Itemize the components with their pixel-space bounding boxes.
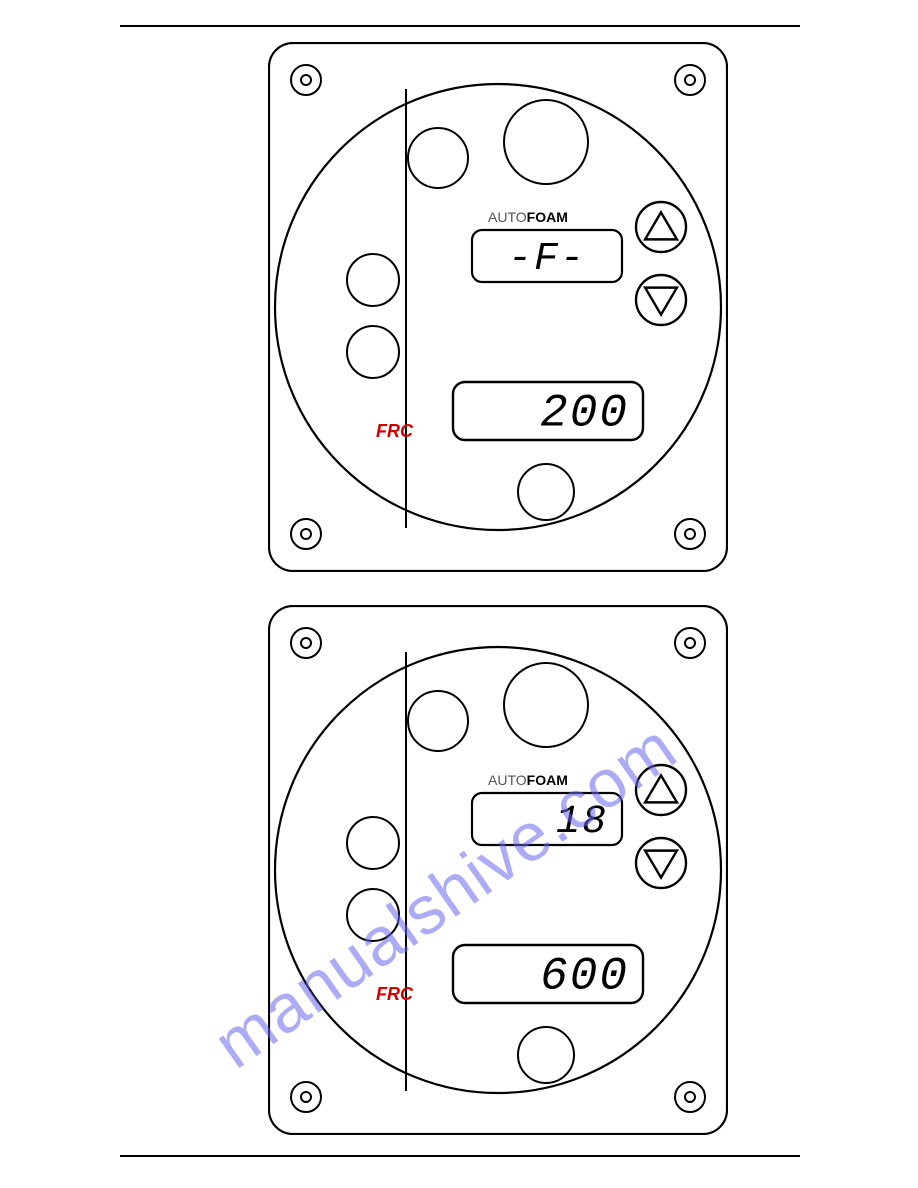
display-flow-rate: 600 [453, 945, 643, 1003]
svg-text:200: 200 [540, 388, 629, 440]
svg-text:600: 600 [540, 951, 629, 1003]
panel-top: AUTOFOAM -F- 200 FRC [268, 42, 728, 572]
top-rule [120, 25, 800, 27]
display-foam-percent: -F- [472, 230, 622, 282]
autofoam-label: AUTOFOAM [488, 209, 568, 225]
brand-logo: FRC [376, 984, 414, 1004]
svg-text:-F-: -F- [508, 237, 586, 282]
svg-text:18: 18 [556, 800, 608, 845]
display-foam-percent: 18 [472, 793, 622, 845]
display-flow-rate: 200 [453, 382, 643, 440]
panel-bottom: AUTOFOAM 18 600 FRC [268, 605, 728, 1135]
brand-logo: FRC [376, 421, 414, 441]
bottom-rule [120, 1155, 800, 1157]
panel-frame [269, 43, 727, 571]
panel-frame [269, 606, 727, 1134]
autofoam-label: AUTOFOAM [488, 772, 568, 788]
